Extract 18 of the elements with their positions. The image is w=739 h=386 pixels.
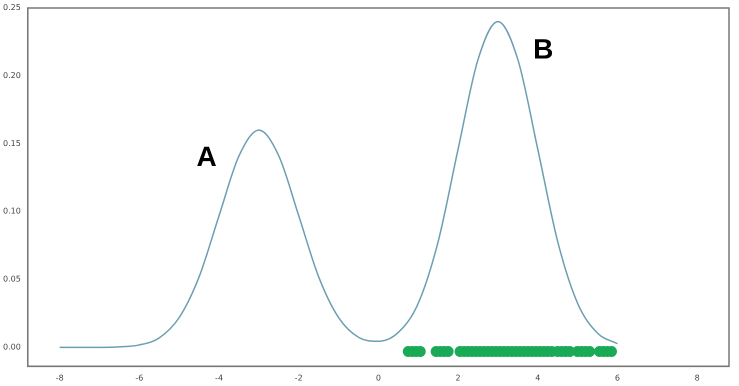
y-tick-label: 0.00 xyxy=(3,342,21,352)
x-tick-label: -6 xyxy=(135,373,144,382)
y-tick-label: 0.20 xyxy=(3,70,21,80)
annotation: B xyxy=(533,34,554,65)
x-tick-label: -2 xyxy=(294,373,303,382)
x-tick-label: -4 xyxy=(215,373,224,382)
line-series xyxy=(58,20,618,348)
x-tick-label: 4 xyxy=(535,373,540,382)
y-tick-label: 0.10 xyxy=(3,206,21,216)
x-tick-label: -8 xyxy=(56,373,64,382)
annotation: A xyxy=(196,141,217,172)
y-tick-label: 0.05 xyxy=(3,274,21,284)
x-tick-label: 8 xyxy=(694,373,700,382)
y-tick-label: 0.25 xyxy=(3,3,21,12)
x-tick-label: 6 xyxy=(614,373,620,382)
y-tick-label: 0.15 xyxy=(3,138,21,148)
x-tick-label: 2 xyxy=(456,373,461,382)
x-tick-label: 0 xyxy=(376,373,381,382)
